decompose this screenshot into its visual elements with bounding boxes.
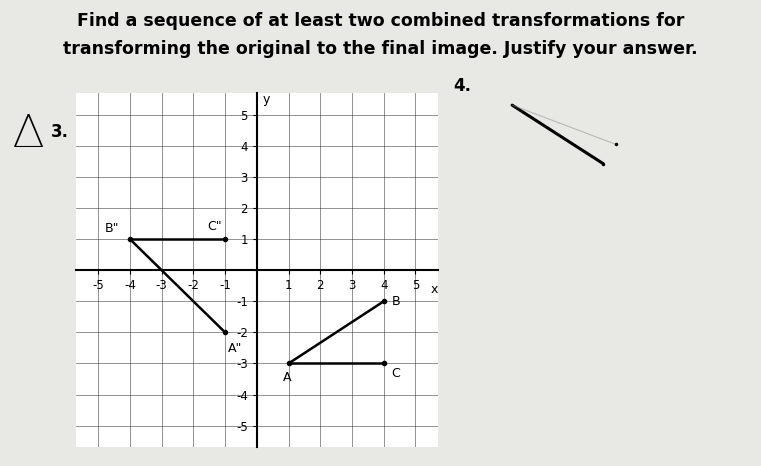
Text: x: x — [430, 283, 438, 296]
Text: A: A — [282, 371, 291, 384]
Text: 4.: 4. — [454, 77, 472, 95]
Text: B: B — [392, 295, 400, 308]
Text: A": A" — [228, 342, 243, 355]
Text: 3.: 3. — [51, 123, 69, 142]
Text: transforming the original to the final image. Justify your answer.: transforming the original to the final i… — [63, 40, 698, 58]
Text: B": B" — [104, 221, 119, 234]
Text: y: y — [263, 93, 270, 106]
Text: C: C — [392, 367, 400, 380]
Text: Find a sequence of at least two combined transformations for: Find a sequence of at least two combined… — [77, 12, 684, 30]
Text: C": C" — [207, 220, 222, 233]
